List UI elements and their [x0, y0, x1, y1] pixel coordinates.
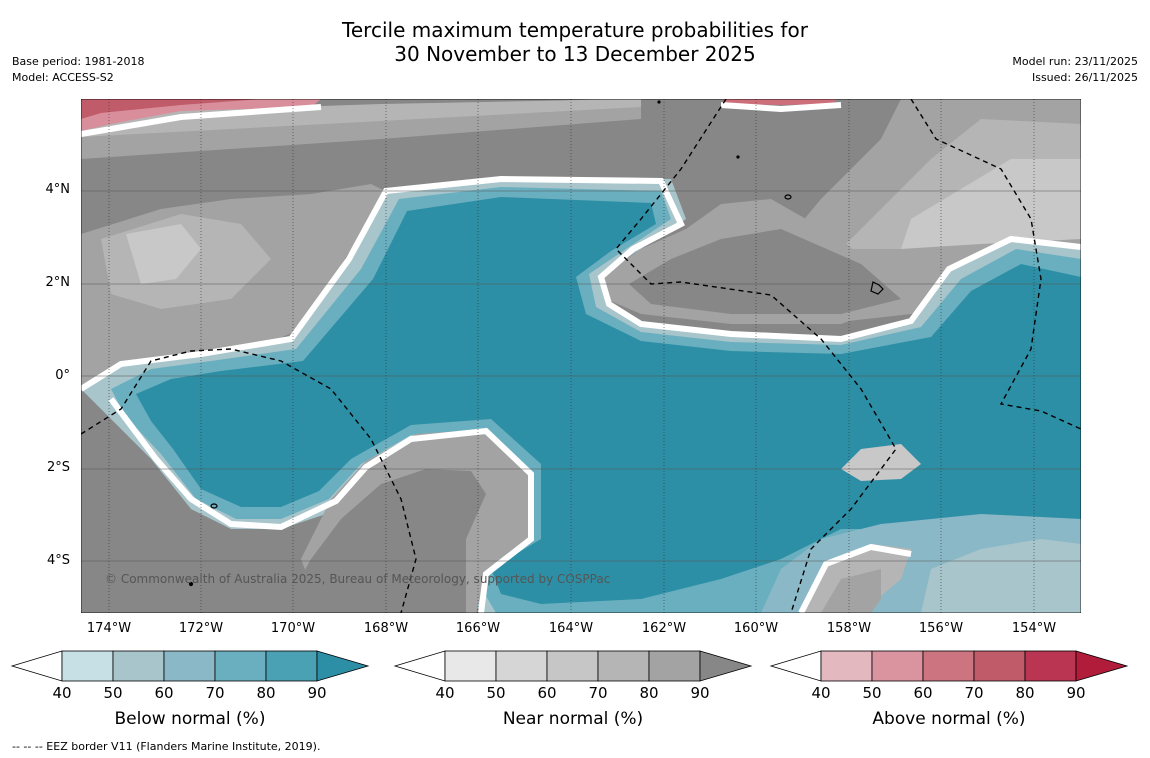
copyright-notice: © Commonwealth of Australia 2025, Bureau… [105, 572, 611, 586]
colorbar-below-tick-70: 70 [205, 684, 225, 702]
near-normal-tongue-dark [629, 229, 901, 314]
lon-label-160w: 160°W [733, 621, 779, 636]
colorbar-below-tick-50: 50 [103, 684, 123, 702]
lat-label-4s: 4°S [46, 553, 70, 568]
colorbar-below-swatch-1 [61, 650, 114, 682]
colorbar-below-tick-40: 40 [52, 684, 72, 702]
lon-label-174w: 174°W [86, 621, 132, 636]
lon-label-166w: 166°W [455, 621, 501, 636]
lon-label-154w: 154°W [1011, 621, 1057, 636]
colorbar-near-swatch-5 [648, 650, 701, 682]
near-normal-60-zone-se [841, 444, 921, 481]
colorbar-below-swatch-4 [214, 650, 267, 682]
map-title: Tercile maximum temperature probabilitie… [0, 18, 1150, 66]
colorbar-below-arrow-left [10, 650, 63, 682]
lon-label-156w: 156°W [918, 621, 964, 636]
colorbar-above-title: Above normal (%) [872, 709, 1026, 729]
colorbar-near-tick-50: 50 [486, 684, 506, 702]
colorbar-above-arrow-right [1075, 650, 1129, 682]
lon-label-158w: 158°W [826, 621, 872, 636]
lat-label-2n: 2°N [45, 275, 71, 290]
colorbar-below-title: Below normal (%) [114, 709, 266, 729]
colorbar-above-tick-60: 60 [913, 684, 933, 702]
lat-label-0: 0° [55, 368, 70, 383]
lon-label-170w: 170°W [270, 621, 316, 636]
lon-label-164w: 164°W [548, 621, 594, 636]
colorbar-below-swatch-3 [163, 650, 216, 682]
colorbar-below-tick-60: 60 [154, 684, 174, 702]
colorbar-above-tick-80: 80 [1015, 684, 1035, 702]
near-normal-60-zone-right [901, 159, 1081, 249]
colorbar-below [10, 650, 370, 682]
near-normal-80-zone-se [821, 569, 881, 613]
white-contour-south [108, 397, 534, 613]
colorbar-above [769, 650, 1129, 682]
islands [188, 100, 884, 587]
near-normal-pocket-south-dark [281, 469, 486, 613]
colorbar-above-tick-90: 90 [1066, 684, 1086, 702]
map-title-line2: 30 November to 13 December 2025 [394, 42, 756, 66]
colorbar-near-arrow-right [699, 650, 753, 682]
colorbar-above-swatch-4 [973, 650, 1026, 682]
colorbar-near-swatch-4 [597, 650, 650, 682]
colorbar-near-tick-70: 70 [588, 684, 608, 702]
eez-borders [81, 99, 1081, 613]
white-contour-nw [81, 104, 322, 137]
latitude-lines [81, 190, 1081, 562]
colorbar-below-tick-80: 80 [256, 684, 276, 702]
colorbar-near [393, 650, 753, 682]
colorbar-near-title: Near normal (%) [502, 709, 644, 729]
above-normal-70-zone-ne [723, 99, 836, 105]
colorbar-below-swatch-5 [265, 650, 318, 682]
colorbar-near-tick-40: 40 [435, 684, 455, 702]
colorbar-near-tick-80: 80 [639, 684, 659, 702]
meta-left: Base period: 1981-2018 Model: ACCESS-S2 [12, 54, 144, 86]
colorbar-above-arrow-left [769, 650, 822, 682]
colorbar-below-arrow-right [316, 650, 370, 682]
colorbar-above-swatch-1 [820, 650, 873, 682]
meta-right: Model run: 23/11/2025 Issued: 26/11/2025 [1012, 54, 1138, 86]
map-title-line1: Tercile maximum temperature probabilitie… [342, 18, 808, 42]
lon-label-172w: 172°W [178, 621, 224, 636]
base-period: Base period: 1981-2018 [12, 55, 145, 68]
colorbar-near-swatch-2 [495, 650, 548, 682]
probability-map [81, 99, 1081, 613]
white-contour-se [798, 543, 912, 613]
white-contour-main [81, 175, 1081, 392]
near-normal-60-zone-left [126, 224, 201, 284]
lon-label-162w: 162°W [641, 621, 687, 636]
colorbar-above-swatch-5 [1024, 650, 1077, 682]
colorbar-above-tick-70: 70 [964, 684, 984, 702]
below-normal-90-zone [136, 197, 1081, 604]
white-contour-ne [720, 102, 842, 113]
colorbar-above-tick-50: 50 [862, 684, 882, 702]
colorbar-below-tick-90: 90 [307, 684, 327, 702]
colorbar-above-swatch-3 [922, 650, 975, 682]
colorbar-near-tick-60: 60 [537, 684, 557, 702]
colorbar-near-arrow-left [393, 650, 446, 682]
above-normal-80-zone-nw [81, 99, 261, 119]
issued-date: Issued: 26/11/2025 [1031, 71, 1138, 84]
near-normal-70-zone-top [81, 99, 641, 137]
colorbar-near-swatch-3 [546, 650, 599, 682]
colorbar-below-swatch-2 [112, 650, 165, 682]
below-normal-50-zone-se [921, 539, 1081, 613]
lat-label-4n: 4°N [45, 182, 71, 197]
colorbar-near-swatch-1 [444, 650, 497, 682]
model-run: Model run: 23/11/2025 [1012, 55, 1138, 68]
colorbar-above-tick-40: 40 [811, 684, 831, 702]
lon-label-168w: 168°W [363, 621, 409, 636]
colorbar-near-tick-90: 90 [690, 684, 710, 702]
model-name: Model: ACCESS-S2 [12, 71, 114, 84]
colorbar-above-swatch-2 [871, 650, 924, 682]
lat-label-2s: 2°S [46, 460, 70, 475]
eez-footnote: -- -- -- EEZ border V11 (Flanders Marine… [12, 740, 321, 753]
